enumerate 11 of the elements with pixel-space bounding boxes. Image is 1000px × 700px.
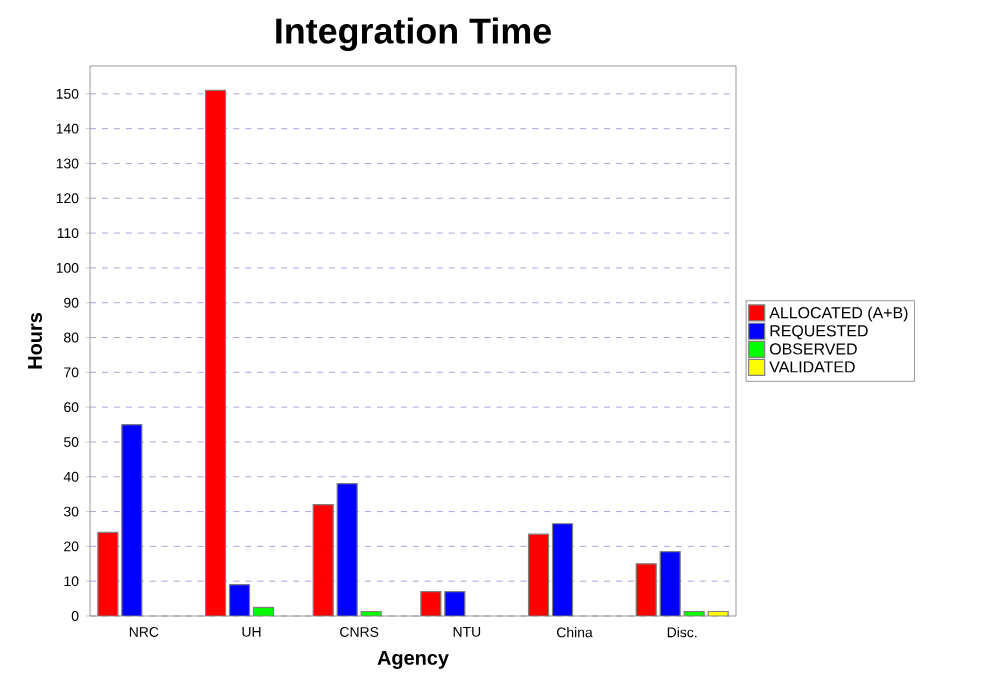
bar — [551, 523, 574, 616]
bar — [659, 551, 681, 616]
bar — [635, 563, 657, 616]
y-axis-title: Hours — [28, 313, 43, 369]
bar — [204, 89, 227, 616]
bar — [312, 504, 334, 616]
bar — [336, 483, 358, 616]
chart-title: Integration Time — [276, 17, 551, 51]
bar — [527, 533, 550, 616]
bar — [228, 584, 251, 616]
x-axis-title: Agency — [377, 650, 449, 669]
